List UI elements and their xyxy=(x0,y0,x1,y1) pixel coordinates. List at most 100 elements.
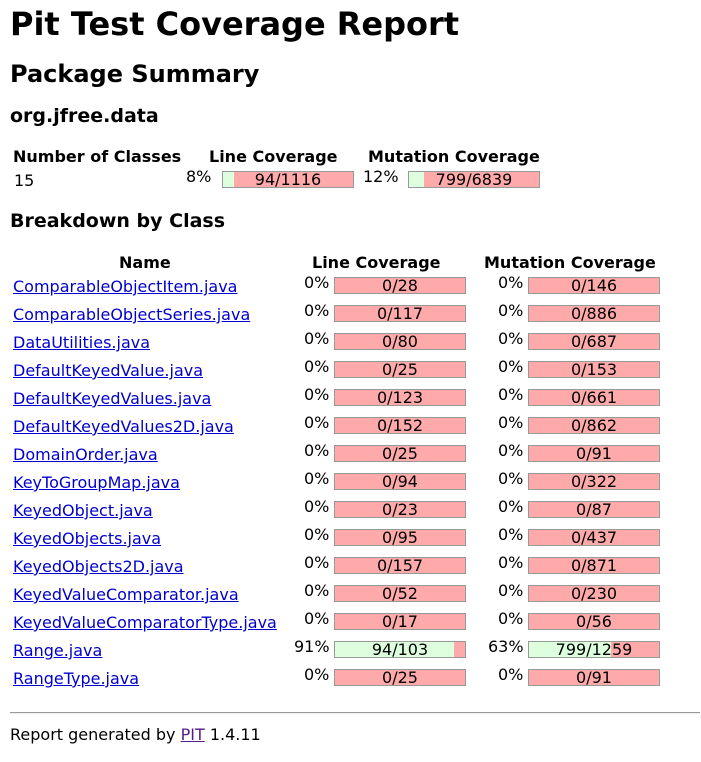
mutation-coverage-label: 0/871 xyxy=(570,557,618,574)
mutation-coverage-bar: 0/91 xyxy=(528,445,660,462)
line-coverage-bar: 0/28 xyxy=(334,277,466,294)
mutation-coverage-bar: 799/1259 xyxy=(528,641,660,658)
line-coverage-bar: 0/152 xyxy=(334,417,466,434)
line-coverage-pct: 91% xyxy=(294,637,330,656)
summary-line-fill xyxy=(223,172,234,187)
line-coverage-pct: 0% xyxy=(304,441,330,460)
line-coverage-bar: 0/25 xyxy=(334,669,466,686)
pit-link[interactable]: PIT xyxy=(180,725,205,744)
line-coverage-bar: 0/52 xyxy=(334,585,466,602)
mutation-coverage-pct: 0% xyxy=(498,357,524,376)
line-coverage-pct: 0% xyxy=(304,301,330,320)
summary-mutation-pct: 12% xyxy=(363,167,399,186)
class-link[interactable]: KeyedValueComparatorType.java xyxy=(13,613,277,632)
line-coverage-label: 0/52 xyxy=(382,585,418,602)
class-link[interactable]: DefaultKeyedValue.java xyxy=(13,361,204,380)
summary-line-bar: 94/1116 xyxy=(222,171,354,188)
line-coverage-bar: 0/157 xyxy=(334,557,466,574)
mutation-coverage-label: 0/87 xyxy=(576,501,612,518)
line-coverage-pct: 0% xyxy=(304,329,330,348)
summary-line-label: 94/1116 xyxy=(254,171,322,188)
line-coverage-bar: 94/103 xyxy=(334,641,466,658)
mutation-coverage-fill xyxy=(529,642,612,657)
line-coverage-pct: 0% xyxy=(304,469,330,488)
mutation-coverage-bar: 0/687 xyxy=(528,333,660,350)
line-coverage-pct: 0% xyxy=(304,665,330,684)
line-coverage-fill xyxy=(335,642,454,657)
line-coverage-bar: 0/95 xyxy=(334,529,466,546)
line-coverage-label: 0/152 xyxy=(376,417,424,434)
line-coverage-label: 0/94 xyxy=(382,473,418,490)
line-coverage-label: 0/80 xyxy=(382,333,418,350)
summary-header-classes: Number of Classes xyxy=(13,147,182,166)
line-coverage-pct: 0% xyxy=(304,553,330,572)
mutation-coverage-bar: 0/661 xyxy=(528,389,660,406)
class-link[interactable]: ComparableObjectSeries.java xyxy=(13,305,251,324)
mutation-coverage-pct: 0% xyxy=(498,497,524,516)
mutation-coverage-pct: 0% xyxy=(498,273,524,292)
summary-line-pct: 8% xyxy=(186,167,212,186)
mutation-coverage-pct: 0% xyxy=(498,581,524,600)
line-coverage-bar: 0/17 xyxy=(334,613,466,630)
mutation-coverage-label: 0/230 xyxy=(570,585,618,602)
line-coverage-label: 0/25 xyxy=(382,669,418,686)
mutation-coverage-bar: 0/437 xyxy=(528,529,660,546)
mutation-coverage-bar: 0/862 xyxy=(528,417,660,434)
line-coverage-pct: 0% xyxy=(304,357,330,376)
mutation-coverage-pct: 0% xyxy=(498,413,524,432)
mutation-coverage-pct: 0% xyxy=(498,525,524,544)
class-link[interactable]: KeyedValueComparator.java xyxy=(13,585,239,604)
summary-classes-count: 15 xyxy=(14,171,35,190)
line-coverage-bar: 0/80 xyxy=(334,333,466,350)
mutation-coverage-label: 799/1259 xyxy=(555,641,633,658)
mutation-coverage-bar: 0/871 xyxy=(528,557,660,574)
class-link[interactable]: RangeType.java xyxy=(13,669,140,688)
summary-mutation-label: 799/6839 xyxy=(435,171,513,188)
line-coverage-label: 0/17 xyxy=(382,613,418,630)
class-link[interactable]: KeyedObjects.java xyxy=(13,529,162,548)
summary-header-line: Line Coverage xyxy=(209,147,338,166)
mutation-coverage-label: 0/91 xyxy=(576,445,612,462)
mutation-coverage-label: 0/661 xyxy=(570,389,618,406)
mutation-coverage-pct: 0% xyxy=(498,469,524,488)
line-coverage-label: 0/117 xyxy=(376,305,424,322)
line-coverage-pct: 0% xyxy=(304,273,330,292)
mutation-coverage-label: 0/56 xyxy=(576,613,612,630)
class-link[interactable]: DefaultKeyedValues2D.java xyxy=(13,417,234,436)
class-link[interactable]: KeyedObjects2D.java xyxy=(13,557,184,576)
mutation-coverage-pct: 63% xyxy=(488,637,524,656)
line-coverage-pct: 0% xyxy=(304,581,330,600)
class-link[interactable]: DataUtilities.java xyxy=(13,333,151,352)
line-coverage-bar: 0/94 xyxy=(334,473,466,490)
class-link[interactable]: ComparableObjectItem.java xyxy=(13,277,238,296)
mutation-coverage-pct: 0% xyxy=(498,441,524,460)
line-coverage-pct: 0% xyxy=(304,525,330,544)
footer-prefix: Report generated by xyxy=(10,725,176,744)
class-link[interactable]: KeyedObject.java xyxy=(13,501,153,520)
class-link[interactable]: DomainOrder.java xyxy=(13,445,158,464)
mutation-coverage-label: 0/322 xyxy=(570,473,618,490)
breakdown-heading: Breakdown by Class xyxy=(10,210,226,232)
mutation-coverage-label: 0/91 xyxy=(576,669,612,686)
summary-mutation-fill xyxy=(409,172,425,187)
line-coverage-bar: 0/25 xyxy=(334,445,466,462)
line-coverage-bar: 0/123 xyxy=(334,389,466,406)
mutation-coverage-bar: 0/886 xyxy=(528,305,660,322)
mutation-coverage-bar: 0/153 xyxy=(528,361,660,378)
mutation-coverage-bar: 0/146 xyxy=(528,277,660,294)
line-coverage-label: 0/28 xyxy=(382,277,418,294)
line-coverage-label: 0/25 xyxy=(382,445,418,462)
footer-divider xyxy=(10,712,700,714)
line-coverage-pct: 0% xyxy=(304,385,330,404)
class-link[interactable]: KeyToGroupMap.java xyxy=(13,473,180,492)
mutation-coverage-pct: 0% xyxy=(498,301,524,320)
mutation-coverage-bar: 0/56 xyxy=(528,613,660,630)
line-coverage-bar: 0/25 xyxy=(334,361,466,378)
mutation-coverage-pct: 0% xyxy=(498,385,524,404)
class-link[interactable]: Range.java xyxy=(13,641,103,660)
col-header-mutation: Mutation Coverage xyxy=(484,253,656,272)
mutation-coverage-bar: 0/91 xyxy=(528,669,660,686)
class-link[interactable]: DefaultKeyedValues.java xyxy=(13,389,212,408)
package-summary-heading: Package Summary xyxy=(10,60,260,88)
line-coverage-pct: 0% xyxy=(304,497,330,516)
